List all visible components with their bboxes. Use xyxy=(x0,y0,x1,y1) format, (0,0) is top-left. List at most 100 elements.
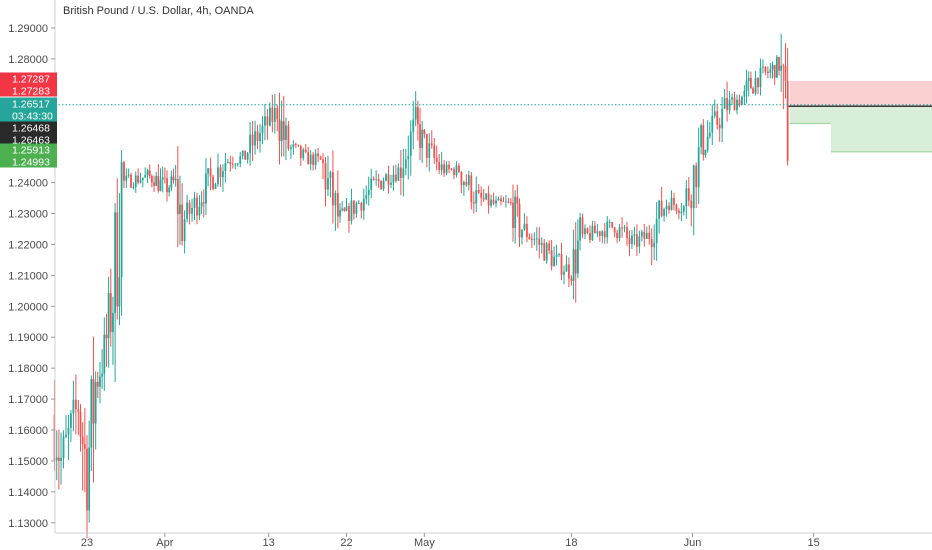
candle[interactable] xyxy=(322,153,324,180)
candle[interactable] xyxy=(261,116,264,145)
candle[interactable] xyxy=(440,151,443,175)
candle[interactable] xyxy=(766,66,769,79)
candle[interactable] xyxy=(603,223,606,244)
candle[interactable] xyxy=(360,201,363,219)
candle[interactable] xyxy=(299,145,302,167)
candle[interactable] xyxy=(565,255,568,272)
candle[interactable] xyxy=(362,188,365,220)
candle[interactable] xyxy=(500,195,502,206)
candle[interactable] xyxy=(380,180,382,191)
candle[interactable] xyxy=(757,77,759,95)
candle[interactable] xyxy=(733,91,736,111)
candle[interactable] xyxy=(222,164,224,192)
candle[interactable] xyxy=(116,178,119,320)
candle[interactable] xyxy=(475,176,478,212)
candle[interactable] xyxy=(550,240,553,271)
candle[interactable] xyxy=(682,204,685,216)
candle[interactable] xyxy=(196,192,198,225)
candle[interactable] xyxy=(343,207,346,212)
candle[interactable] xyxy=(105,313,108,367)
candle[interactable] xyxy=(179,175,181,245)
candle[interactable] xyxy=(626,221,628,247)
candle[interactable] xyxy=(123,160,125,189)
candle[interactable] xyxy=(425,133,428,168)
candle[interactable] xyxy=(731,93,733,105)
candle[interactable] xyxy=(355,201,358,218)
candle[interactable] xyxy=(433,137,436,164)
candle[interactable] xyxy=(312,152,315,171)
candle[interactable] xyxy=(150,174,153,188)
candles[interactable] xyxy=(53,33,789,539)
candle[interactable] xyxy=(492,192,495,206)
candle[interactable] xyxy=(560,242,563,281)
candle[interactable] xyxy=(480,186,483,206)
candle[interactable] xyxy=(514,190,517,244)
candle[interactable] xyxy=(745,69,748,104)
candle[interactable] xyxy=(193,191,196,221)
candle[interactable] xyxy=(428,133,431,172)
candle[interactable] xyxy=(137,168,140,185)
candle[interactable] xyxy=(127,168,130,178)
candle[interactable] xyxy=(183,210,186,254)
candle[interactable] xyxy=(176,146,179,248)
candle[interactable] xyxy=(568,257,570,288)
candle[interactable] xyxy=(778,56,780,76)
candle[interactable] xyxy=(139,172,142,184)
candle[interactable] xyxy=(490,194,492,208)
candle[interactable] xyxy=(518,198,521,247)
candle[interactable] xyxy=(404,148,407,176)
candle[interactable] xyxy=(297,144,300,148)
candle[interactable] xyxy=(109,268,112,347)
candle[interactable] xyxy=(465,174,468,187)
candle[interactable] xyxy=(334,190,337,231)
candle[interactable] xyxy=(470,171,473,210)
candle[interactable] xyxy=(708,121,711,139)
candle[interactable] xyxy=(336,170,339,229)
candle[interactable] xyxy=(172,168,175,184)
candle[interactable] xyxy=(665,199,668,217)
candle[interactable] xyxy=(545,241,548,264)
position-zones[interactable] xyxy=(787,80,932,153)
candle[interactable] xyxy=(548,240,551,255)
candle[interactable] xyxy=(553,246,555,267)
candle[interactable] xyxy=(256,124,259,150)
candle[interactable] xyxy=(90,375,93,471)
candle[interactable] xyxy=(752,86,754,94)
candle[interactable] xyxy=(697,127,700,204)
candle[interactable] xyxy=(159,168,162,192)
candle[interactable] xyxy=(593,221,596,234)
take-profit-zone[interactable] xyxy=(789,106,932,124)
candle[interactable] xyxy=(387,165,390,194)
candle[interactable] xyxy=(762,59,764,74)
candle[interactable] xyxy=(721,97,724,143)
candle[interactable] xyxy=(163,167,166,184)
candle[interactable] xyxy=(653,224,656,260)
candle[interactable] xyxy=(72,380,75,432)
candle[interactable] xyxy=(769,62,772,79)
candle[interactable] xyxy=(462,180,465,196)
candle[interactable] xyxy=(572,229,575,300)
candle[interactable] xyxy=(601,230,604,244)
candle[interactable] xyxy=(241,150,244,160)
candle[interactable] xyxy=(570,275,573,286)
candle[interactable] xyxy=(485,193,488,201)
candle[interactable] xyxy=(435,145,438,171)
candle[interactable] xyxy=(702,119,705,161)
candle[interactable] xyxy=(60,432,62,485)
candle[interactable] xyxy=(249,122,252,166)
candle[interactable] xyxy=(146,168,149,183)
candle[interactable] xyxy=(523,213,526,231)
candle[interactable] xyxy=(528,233,531,240)
candle[interactable] xyxy=(670,190,673,211)
candle[interactable] xyxy=(685,180,688,219)
candle[interactable] xyxy=(421,121,424,163)
candle[interactable] xyxy=(83,408,86,493)
candle[interactable] xyxy=(711,104,714,146)
candle[interactable] xyxy=(70,410,72,442)
candle[interactable] xyxy=(120,149,123,316)
candle[interactable] xyxy=(285,117,287,160)
candle[interactable] xyxy=(747,71,750,97)
candle[interactable] xyxy=(79,404,82,452)
candle[interactable] xyxy=(754,70,757,96)
